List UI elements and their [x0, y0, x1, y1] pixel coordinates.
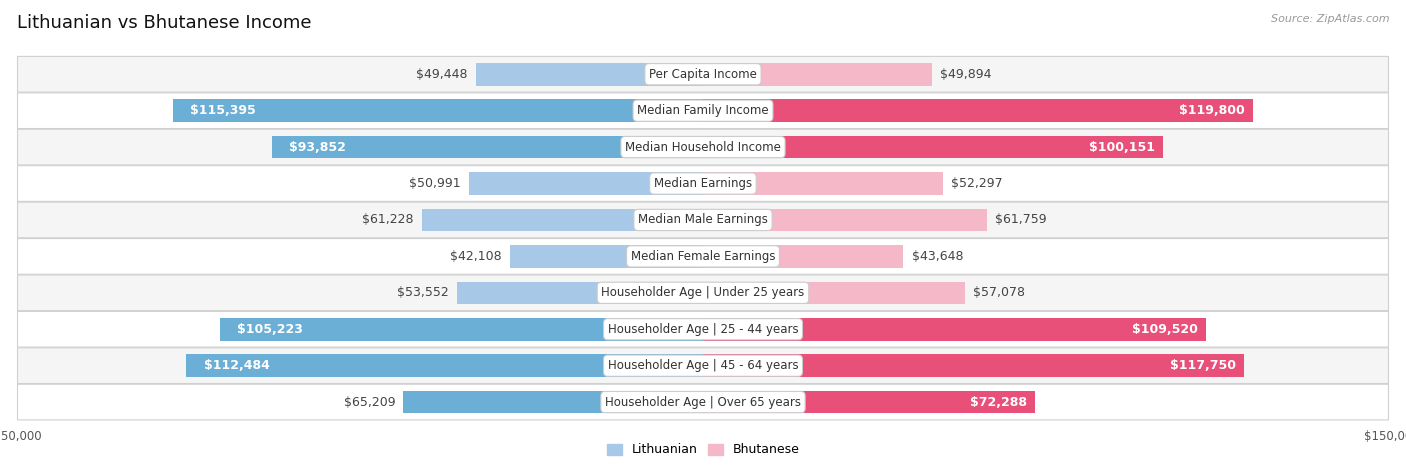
Text: $72,288: $72,288 [970, 396, 1026, 409]
Bar [187, 354, 703, 377]
Text: $93,852: $93,852 [290, 141, 346, 154]
Bar [271, 136, 703, 158]
Bar [422, 209, 703, 231]
Text: $117,750: $117,750 [1170, 359, 1236, 372]
Bar [468, 172, 703, 195]
Text: $115,395: $115,395 [190, 104, 256, 117]
FancyBboxPatch shape [17, 384, 1389, 420]
Text: Householder Age | Under 25 years: Householder Age | Under 25 years [602, 286, 804, 299]
Text: Source: ZipAtlas.com: Source: ZipAtlas.com [1271, 14, 1389, 24]
FancyBboxPatch shape [17, 348, 1389, 383]
Bar [703, 391, 1035, 413]
Bar [703, 99, 1253, 122]
Text: $65,209: $65,209 [343, 396, 395, 409]
Text: $105,223: $105,223 [238, 323, 302, 336]
Text: $50,991: $50,991 [409, 177, 461, 190]
Text: Householder Age | 25 - 44 years: Householder Age | 25 - 44 years [607, 323, 799, 336]
Text: Householder Age | Over 65 years: Householder Age | Over 65 years [605, 396, 801, 409]
Bar [509, 245, 703, 268]
Bar [703, 172, 943, 195]
Bar [457, 282, 703, 304]
FancyBboxPatch shape [17, 93, 1389, 128]
Bar [404, 391, 703, 413]
Text: $42,108: $42,108 [450, 250, 502, 263]
Text: Median Household Income: Median Household Income [626, 141, 780, 154]
FancyBboxPatch shape [17, 57, 1389, 92]
Text: Median Earnings: Median Earnings [654, 177, 752, 190]
Text: $49,448: $49,448 [416, 68, 468, 81]
Bar [173, 99, 703, 122]
Text: Lithuanian vs Bhutanese Income: Lithuanian vs Bhutanese Income [17, 14, 311, 32]
FancyBboxPatch shape [17, 129, 1389, 165]
Text: $53,552: $53,552 [396, 286, 449, 299]
Text: $119,800: $119,800 [1180, 104, 1244, 117]
FancyBboxPatch shape [17, 166, 1389, 201]
Bar [475, 63, 703, 85]
Bar [703, 245, 904, 268]
Text: Median Male Earnings: Median Male Earnings [638, 213, 768, 226]
Text: $61,228: $61,228 [361, 213, 413, 226]
Bar [703, 318, 1206, 340]
Text: $57,078: $57,078 [973, 286, 1025, 299]
Text: Per Capita Income: Per Capita Income [650, 68, 756, 81]
Bar [703, 354, 1244, 377]
Text: $112,484: $112,484 [204, 359, 270, 372]
FancyBboxPatch shape [17, 311, 1389, 347]
Bar [703, 63, 932, 85]
FancyBboxPatch shape [17, 202, 1389, 238]
Text: Householder Age | 45 - 64 years: Householder Age | 45 - 64 years [607, 359, 799, 372]
Text: $61,759: $61,759 [995, 213, 1046, 226]
Bar [703, 282, 965, 304]
Legend: Lithuanian, Bhutanese: Lithuanian, Bhutanese [602, 439, 804, 461]
Text: $43,648: $43,648 [911, 250, 963, 263]
Text: $109,520: $109,520 [1132, 323, 1198, 336]
Bar [219, 318, 703, 340]
Text: $49,894: $49,894 [941, 68, 991, 81]
Text: $100,151: $100,151 [1088, 141, 1154, 154]
Bar [703, 209, 987, 231]
FancyBboxPatch shape [17, 239, 1389, 274]
Text: Median Family Income: Median Family Income [637, 104, 769, 117]
Text: Median Female Earnings: Median Female Earnings [631, 250, 775, 263]
Bar [703, 136, 1163, 158]
Text: $52,297: $52,297 [952, 177, 1002, 190]
FancyBboxPatch shape [17, 275, 1389, 311]
